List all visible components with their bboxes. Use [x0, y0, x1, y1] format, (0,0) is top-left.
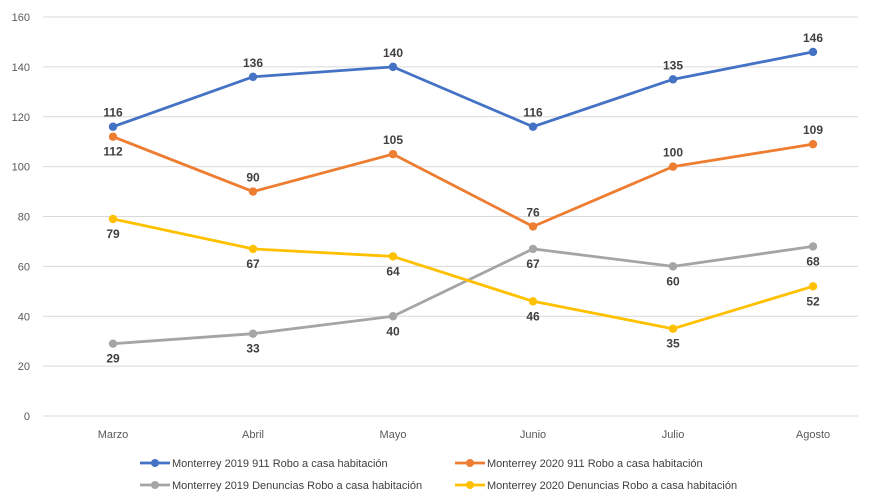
data-point — [668, 324, 678, 333]
y-axis: 0 20 40 60 80 100 120 140 160 — [12, 12, 30, 423]
data-point — [668, 162, 678, 171]
gridlines — [43, 16, 858, 417]
data-point — [668, 75, 678, 84]
data-point — [388, 149, 398, 159]
data-label: 100 — [663, 146, 683, 160]
data-label: 40 — [386, 324, 400, 338]
series-lines: 116 136 140 116 135 146 112 90 105 76 100 109 29 33 40… — [103, 31, 823, 366]
data-label: 46 — [526, 309, 540, 323]
legend-marker — [466, 481, 474, 489]
series-line — [112, 217, 814, 331]
data-label: 116 — [103, 106, 123, 120]
x-tick-label: Julio — [662, 429, 685, 441]
series-4: 79 67 64 46 35 52 — [106, 214, 820, 351]
data-label: 67 — [246, 257, 260, 271]
y-tick-label: 40 — [18, 311, 30, 323]
series-1: 116 136 140 116 135 146 — [103, 31, 823, 131]
data-point — [108, 214, 118, 224]
legend-item: Monterrey 2020 Denuncias Robo a casa hab… — [455, 480, 737, 492]
series-line — [112, 50, 814, 129]
data-label: 140 — [383, 46, 403, 60]
data-label: 76 — [526, 205, 540, 219]
data-point — [808, 242, 818, 251]
y-tick-label: 160 — [12, 12, 30, 24]
x-tick-label: Mayo — [380, 429, 407, 441]
x-tick-label: Junio — [520, 429, 546, 441]
data-point — [248, 244, 258, 254]
y-tick-label: 80 — [18, 212, 30, 224]
data-point — [808, 139, 818, 149]
data-point — [808, 47, 818, 57]
data-point — [108, 132, 118, 141]
data-label: 52 — [806, 294, 820, 308]
data-label: 35 — [666, 337, 680, 351]
data-point — [528, 222, 538, 231]
y-tick-label: 0 — [24, 411, 30, 423]
data-label: 146 — [803, 31, 823, 45]
data-point — [668, 262, 678, 271]
data-point — [108, 339, 118, 348]
series-line — [112, 135, 814, 228]
series-line — [112, 245, 814, 346]
data-label: 79 — [106, 227, 120, 241]
y-tick-label: 140 — [12, 62, 30, 74]
data-point — [388, 62, 398, 72]
data-point — [808, 282, 818, 291]
data-point — [248, 329, 258, 338]
data-label: 112 — [103, 145, 123, 159]
data-label: 90 — [246, 171, 260, 185]
legend-item: Monterrey 2019 911 Robo a casa habitació… — [140, 458, 388, 470]
x-axis: Marzo Abril Mayo Junio Julio Agosto — [98, 429, 830, 441]
legend-label: Monterrey 2020 Denuncias Robo a casa hab… — [487, 480, 737, 492]
data-point — [388, 252, 398, 261]
data-label: 60 — [666, 274, 680, 288]
y-tick-label: 120 — [12, 112, 30, 124]
data-label: 105 — [383, 133, 403, 147]
data-label: 116 — [523, 106, 543, 120]
data-label: 67 — [526, 257, 540, 271]
data-point — [248, 72, 258, 82]
x-tick-label: Marzo — [98, 429, 129, 441]
data-label: 33 — [246, 342, 260, 356]
data-label: 64 — [386, 264, 400, 278]
data-label: 109 — [803, 123, 823, 137]
x-tick-label: Agosto — [796, 429, 830, 441]
x-tick-label: Abril — [242, 429, 264, 441]
y-tick-label: 20 — [18, 361, 30, 373]
legend-marker — [151, 481, 159, 489]
y-tick-label: 60 — [18, 261, 30, 273]
data-label: 136 — [243, 56, 263, 70]
legend-marker — [466, 459, 474, 467]
data-point — [388, 312, 398, 321]
legend: Monterrey 2019 911 Robo a casa habitació… — [140, 458, 737, 492]
legend-label: Monterrey 2019 Denuncias Robo a casa hab… — [172, 480, 422, 492]
data-label: 29 — [106, 352, 120, 366]
data-label: 135 — [663, 58, 683, 72]
series-2: 112 90 105 76 100 109 — [103, 123, 823, 231]
legend-marker — [151, 459, 159, 467]
data-point — [108, 122, 118, 131]
data-point — [528, 297, 538, 306]
data-label: 68 — [806, 254, 820, 268]
legend-item: Monterrey 2019 Denuncias Robo a casa hab… — [140, 480, 422, 492]
legend-label: Monterrey 2020 911 Robo a casa habitació… — [487, 458, 703, 470]
y-tick-label: 100 — [12, 162, 30, 174]
legend-label: Monterrey 2019 911 Robo a casa habitació… — [172, 458, 388, 470]
data-point — [528, 244, 538, 254]
legend-item: Monterrey 2020 911 Robo a casa habitació… — [455, 458, 703, 470]
data-point — [248, 187, 258, 196]
series-3: 29 33 40 67 60 68 — [106, 242, 820, 366]
data-point — [528, 122, 538, 131]
